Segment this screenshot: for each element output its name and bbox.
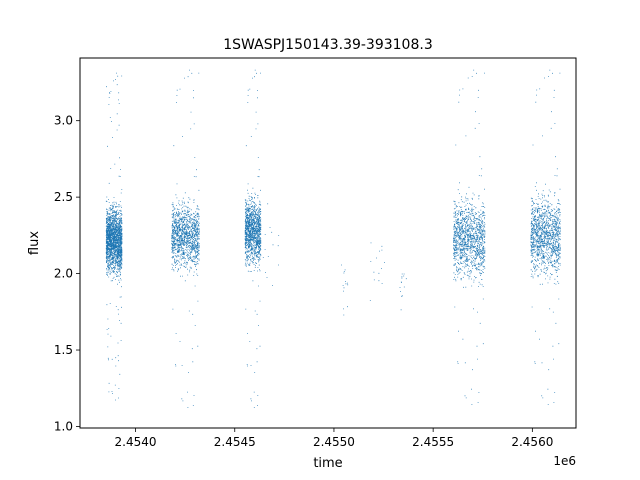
x-tick-label: 2.4540 — [115, 435, 157, 449]
x-axis-offset-label: 1e6 — [553, 454, 576, 468]
x-tick-label: 2.4550 — [313, 435, 355, 449]
y-axis-label: flux — [27, 231, 42, 255]
x-tick-label: 2.4545 — [214, 435, 256, 449]
x-tick-label: 2.4555 — [412, 435, 454, 449]
y-tick-label: 1.0 — [54, 419, 73, 433]
y-tick-label: 3.0 — [54, 114, 73, 128]
x-axis-label: time — [313, 456, 342, 471]
chart-title: 1SWASPJ150143.39-393108.3 — [223, 37, 432, 53]
y-axis-ticks: 1.0 1.5 2.0 2.5 3.0 — [54, 114, 80, 433]
y-tick-label: 2.0 — [54, 267, 73, 281]
y-tick-label: 2.5 — [54, 190, 73, 204]
x-axis-ticks: 2.4540 2.4545 2.4550 2.4555 2.4560 — [115, 428, 553, 449]
plot-area-frame — [79, 57, 577, 429]
y-tick-label: 1.5 — [54, 343, 73, 357]
x-tick-label: 2.4560 — [511, 435, 553, 449]
